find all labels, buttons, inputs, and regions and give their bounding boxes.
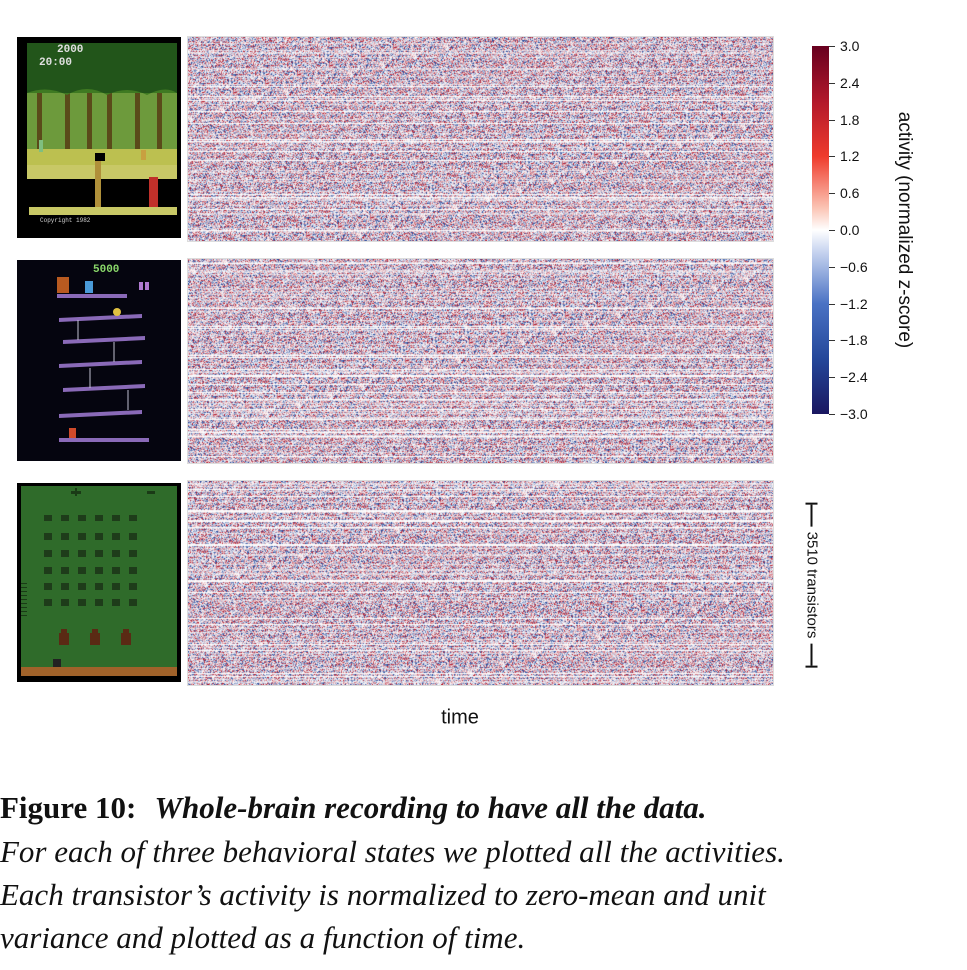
colorbar-tick-label: −3.0	[840, 406, 868, 422]
colorbar-tick	[829, 193, 835, 195]
caption-line: variance and plotted as a function of ti…	[0, 920, 526, 955]
pitfall-screenshot	[17, 37, 181, 238]
colorbar-tick-label: 1.2	[840, 148, 860, 165]
pitfall-timer: 20:00	[39, 57, 73, 69]
pitfall-copyright: Copyright 1982	[40, 217, 91, 224]
colorbar-tick	[829, 414, 835, 415]
colorbar-tick-label: 3.0	[840, 38, 860, 54]
colorbar-label: activity (normalized z-score)	[894, 111, 915, 349]
heatmap-pitfall	[187, 36, 774, 242]
colorbar-tick-label: −1.2	[840, 295, 868, 312]
colorbar-tick-label: 0.6	[840, 185, 860, 202]
colorbar-tick	[829, 46, 835, 47]
colorbar-tick	[829, 82, 835, 84]
figure-number: Figure 10:	[0, 790, 137, 825]
heatmap-space-invaders	[187, 480, 774, 686]
pitfall-score: 2000	[57, 44, 84, 56]
colorbar-tick	[829, 230, 835, 231]
colorbar-tick-label: 2.4	[840, 74, 860, 91]
space-invaders-screenshot	[17, 483, 181, 682]
colorbar-tick	[829, 266, 835, 268]
scale-label: 3510 transistors	[803, 531, 821, 639]
heatmap-canvas-donkey-kong	[188, 259, 773, 463]
colorbar-tick-label: −1.8	[840, 332, 868, 349]
colorbar-tick	[829, 303, 835, 305]
donkey-kong-screenshot	[17, 260, 181, 461]
colorbar-tick-label: 0.0	[840, 222, 860, 238]
colorbar	[812, 46, 829, 414]
donkey-kong-score: 5000	[93, 264, 120, 276]
colorbar-tick-label: −2.4	[840, 369, 868, 386]
colorbar-tick	[829, 377, 835, 379]
colorbar-tick	[829, 156, 835, 158]
colorbar-tick-label: 1.8	[840, 111, 860, 128]
x-axis-label: time	[441, 706, 479, 729]
heatmap-donkey-kong	[187, 258, 774, 464]
colorbar-tick-label: −0.6	[840, 258, 868, 275]
colorbar-tick	[829, 340, 835, 342]
figure-title: Whole-brain recording to have all the da…	[154, 790, 707, 825]
caption-line: Each transistor’s activity is normalized…	[0, 877, 766, 912]
caption-line: For each of three behavioral states we p…	[0, 834, 785, 869]
transistor-scale-bar: 3510 transistors	[803, 502, 821, 668]
heatmap-canvas-pitfall	[188, 37, 773, 241]
heatmap-canvas-space-invaders	[188, 481, 773, 685]
colorbar-tick	[829, 119, 835, 121]
figure-caption: Figure 10: Whole-brain recording to have…	[0, 786, 960, 959]
